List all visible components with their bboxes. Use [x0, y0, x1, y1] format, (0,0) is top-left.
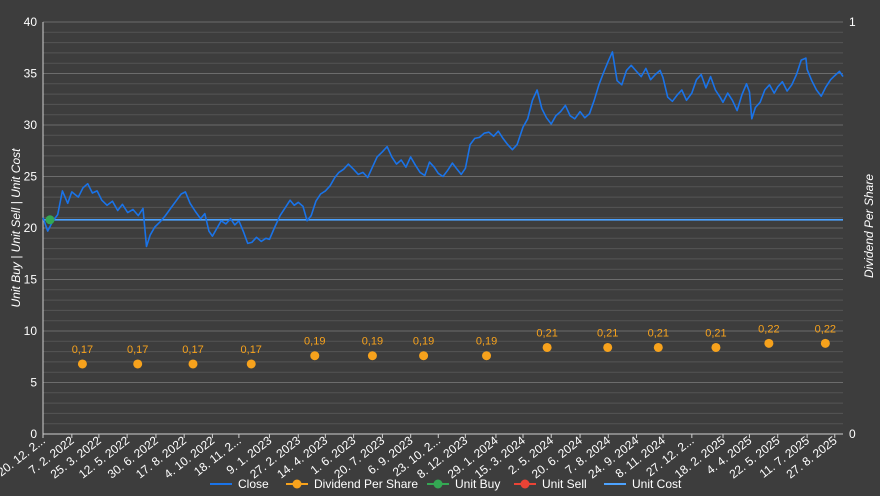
left-y-tick-label: 0 — [30, 427, 37, 441]
dividend-point — [133, 359, 143, 369]
dividend-point — [310, 351, 320, 361]
dividend-data-label: 0,22 — [758, 323, 779, 335]
legend-label: Dividend Per Share — [314, 477, 418, 491]
legend-item-unit-sell[interactable]: Unit Sell — [514, 477, 587, 491]
dividend-data-label: 0,21 — [536, 327, 557, 339]
legend-label: Close — [238, 477, 269, 491]
legend-label: Unit Sell — [542, 477, 587, 491]
dividend-data-label: 0,17 — [182, 344, 203, 356]
left-y-tick-label: 35 — [24, 67, 38, 81]
dividend-data-label: 0,19 — [304, 336, 325, 348]
dividend-point — [653, 342, 663, 352]
left-y-tick-label: 15 — [24, 273, 38, 287]
dividend-point — [246, 359, 256, 369]
series-line-close — [42, 51, 844, 248]
dividend-data-label: 0,19 — [413, 336, 434, 348]
unit-buy-point — [45, 215, 55, 225]
left-y-tick-label: 20 — [24, 221, 38, 235]
dividend-point — [367, 351, 377, 361]
legend-item-unit-cost[interactable]: Unit Cost — [604, 477, 682, 491]
legend-label: Unit Buy — [455, 477, 500, 491]
right-y-tick-label: 1 — [849, 15, 856, 29]
left-y-tick-label: 5 — [30, 376, 37, 390]
dividend-point — [764, 338, 774, 348]
dividend-data-label: 0,17 — [241, 344, 262, 356]
axes — [42, 22, 843, 435]
right-y-tick-label: 0 — [849, 427, 856, 441]
dividend-point — [419, 351, 429, 361]
left-y-tick-labels: 0 5 10 15 20 25 30 35 40 — [24, 15, 38, 441]
dividend-point — [820, 338, 830, 348]
left-y-tick-label: 25 — [24, 170, 38, 184]
dividend-data-label: 0,21 — [648, 327, 669, 339]
legend-item-unit-buy[interactable]: Unit Buy — [427, 477, 500, 491]
right-y-axis-title: Dividend Per Share — [862, 174, 876, 278]
legend: Close Dividend Per Share Unit Buy Unit Sell… — [210, 477, 682, 491]
dividend-point — [188, 359, 198, 369]
dividend-data-label: 0,17 — [72, 344, 93, 356]
legend-label: Unit Cost — [632, 477, 682, 491]
gridlines — [42, 21, 843, 438]
dividend-point — [711, 342, 721, 352]
left-y-axis-title: Unit Buy | Unit Sell | Unit Cost — [9, 148, 23, 308]
legend-swatch-dot — [433, 479, 443, 489]
left-y-tick-label: 30 — [24, 118, 38, 132]
left-y-tick-label: 40 — [24, 15, 38, 29]
legend-item-dividend-per-share[interactable]: Dividend Per Share — [286, 477, 418, 491]
left-y-tick-label: 10 — [24, 324, 38, 338]
dividend-data-label: 0,19 — [476, 336, 497, 348]
dividend-data-label: 0,17 — [127, 344, 148, 356]
legend-item-close[interactable]: Close — [210, 477, 269, 491]
series-layer — [42, 51, 844, 248]
dividend-point — [77, 359, 87, 369]
marker-layer: 0,17 0,17 0,17 0,17 0,19 0,19 0,19 0,19 0,21 0,21… — [45, 215, 836, 369]
dividend-data-label: 0,22 — [815, 323, 836, 335]
dividend-data-label: 0,21 — [597, 327, 618, 339]
dividend-data-label: 0,21 — [705, 327, 726, 339]
right-y-tick-labels: 01 — [849, 15, 856, 441]
legend-swatch-dot — [520, 479, 530, 489]
dividend-point — [482, 351, 492, 361]
dividend-point — [542, 342, 552, 352]
dividend-point — [603, 342, 613, 352]
legend-swatch-dot — [292, 479, 302, 489]
dividend-data-label: 0,19 — [362, 336, 383, 348]
